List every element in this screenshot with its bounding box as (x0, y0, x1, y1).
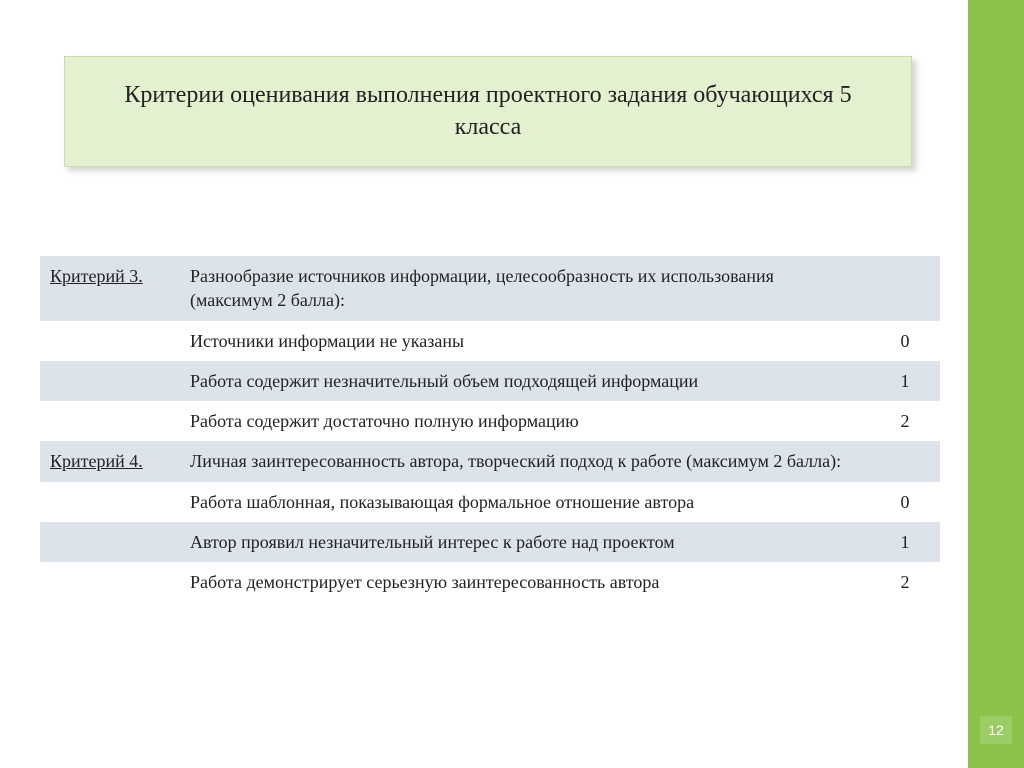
table-row: Работа содержит достаточно полную информ… (40, 401, 940, 441)
score-cell (870, 441, 940, 481)
table-row: Работа содержит незначительный объем под… (40, 361, 940, 401)
page-number: 12 (988, 722, 1004, 738)
table-row: Критерий 3. Разнообразие источников инфор… (40, 256, 940, 321)
criterion-cell: Критерий 3. (40, 256, 180, 321)
description-cell: Источники информации не указаны (180, 321, 870, 361)
description-cell: Личная заинтересованность автора, творче… (180, 441, 870, 481)
criterion-cell (40, 361, 180, 401)
description-cell: Работа содержит достаточно полную информ… (180, 401, 870, 441)
score-cell: 2 (870, 401, 940, 441)
criterion-cell (40, 321, 180, 361)
score-cell: 1 (870, 361, 940, 401)
criteria-table: Критерий 3. Разнообразие источников инфор… (40, 256, 940, 603)
slide-title: Критерии оценивания выполнения проектног… (124, 82, 851, 140)
score-cell: 0 (870, 482, 940, 522)
table-row: Работа демонстрирует серьезную заинтерес… (40, 562, 940, 602)
score-cell: 0 (870, 321, 940, 361)
score-cell: 2 (870, 562, 940, 602)
criteria-table-body: Критерий 3. Разнообразие источников инфор… (40, 256, 940, 603)
criterion-cell (40, 522, 180, 562)
criterion-label: Критерий 4. (50, 451, 143, 471)
description-cell: Автор проявил незначительный интерес к р… (180, 522, 870, 562)
criterion-cell (40, 482, 180, 522)
table-row: Автор проявил незначительный интерес к р… (40, 522, 940, 562)
table-row: Источники информации не указаны0 (40, 321, 940, 361)
page-number-badge: 12 (980, 716, 1012, 744)
description-cell: Работа демонстрирует серьезную заинтерес… (180, 562, 870, 602)
criterion-cell (40, 401, 180, 441)
table-row: Критерий 4. Личная заинтересованность авт… (40, 441, 940, 481)
description-cell: Работа содержит незначительный объем под… (180, 361, 870, 401)
side-strip (968, 0, 1024, 768)
score-cell (870, 256, 940, 321)
score-cell: 1 (870, 522, 940, 562)
description-cell: Разнообразие источников информации, целе… (180, 256, 870, 321)
criterion-label: Критерий 3. (50, 266, 143, 286)
table-row: Работа шаблонная, показывающая формально… (40, 482, 940, 522)
slide-title-box: Критерии оценивания выполнения проектног… (64, 56, 912, 167)
description-cell: Работа шаблонная, показывающая формально… (180, 482, 870, 522)
criterion-cell: Критерий 4. (40, 441, 180, 481)
criterion-cell (40, 562, 180, 602)
